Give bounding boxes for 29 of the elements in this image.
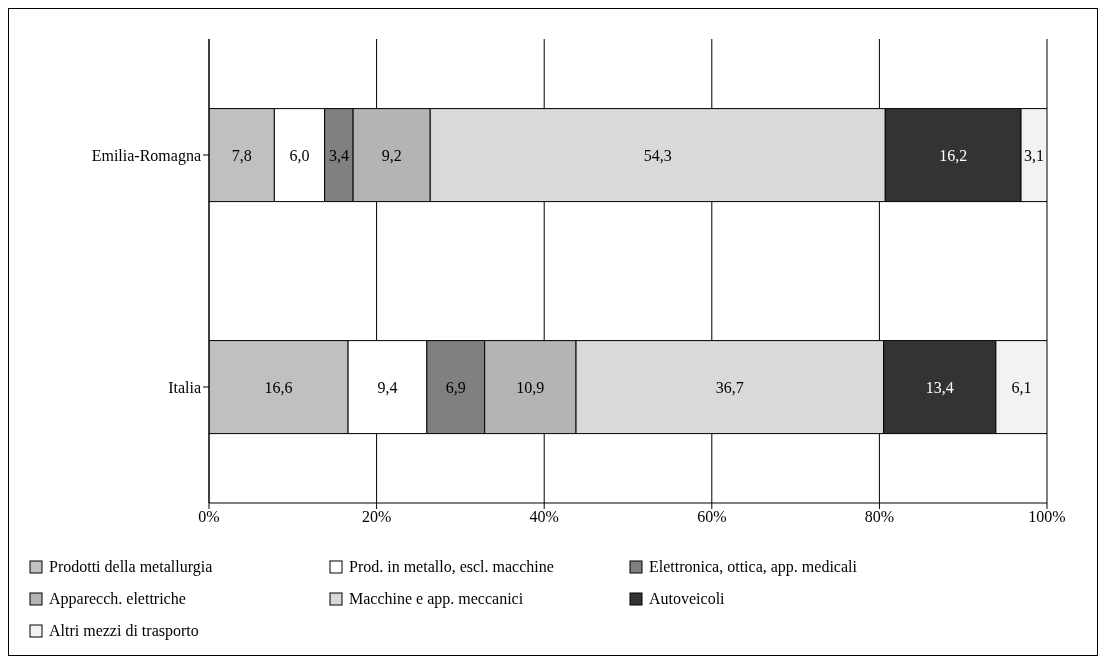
- data-label: 10,9: [516, 378, 545, 396]
- legend-label: Prod. in metallo, escl. macchine: [349, 557, 554, 577]
- x-tick-label: 100%: [1028, 508, 1066, 526]
- data-label: 3,4: [328, 146, 349, 164]
- legend-label: Prodotti della metallurgia: [49, 557, 213, 578]
- data-label: 13,4: [925, 378, 954, 396]
- data-label: 6,0: [289, 146, 310, 164]
- x-tick-label: 20%: [361, 508, 392, 526]
- legend-label: Altri mezzi di trasporto: [49, 621, 199, 642]
- x-tick-label: 40%: [529, 508, 559, 526]
- data-label: 54,3: [643, 146, 672, 164]
- data-label: 9,2: [381, 146, 402, 164]
- legend-label: Macchine e app. meccanici: [349, 589, 524, 610]
- data-label: 9,4: [377, 378, 398, 396]
- legend-label: Apparecch. elettriche: [49, 589, 186, 610]
- legend-label: Elettronica, ottica, app. medicali: [649, 557, 857, 578]
- x-tick-label: 60%: [697, 508, 727, 526]
- legend-label: Autoveicoli: [649, 589, 725, 609]
- x-tick-label: 80%: [864, 508, 895, 526]
- data-label: 6,1: [1011, 378, 1032, 396]
- data-label: 16,2: [939, 146, 968, 164]
- data-label: 7,8: [231, 146, 252, 164]
- y-tick-label: Emilia-Romagna: [91, 146, 201, 165]
- y-tick-label: Italia: [168, 378, 201, 396]
- x-tick-label: 0%: [198, 508, 220, 526]
- data-label: 36,7: [715, 378, 744, 396]
- data-label: 6,9: [445, 378, 466, 396]
- data-label: 3,1: [1024, 146, 1045, 164]
- data-label: 16,6: [264, 378, 293, 396]
